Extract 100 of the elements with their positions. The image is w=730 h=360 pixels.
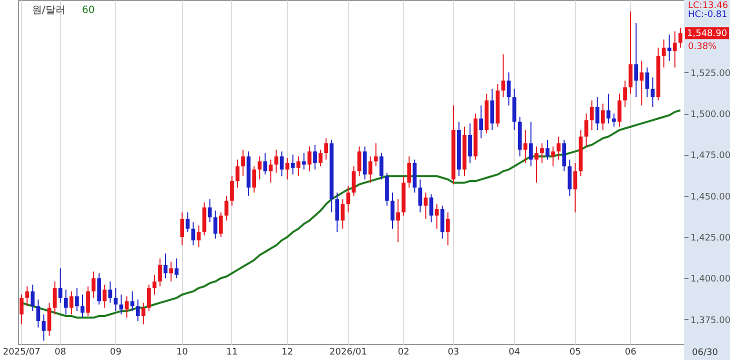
y-tick-label: 1,500.00 <box>690 110 730 120</box>
x-tick-label: 05 <box>569 348 581 358</box>
candlestick <box>534 146 538 184</box>
candlestick <box>102 284 107 308</box>
candlestick <box>296 156 300 177</box>
chart-title: 원/달러 <box>32 5 66 16</box>
candlestick <box>42 314 46 342</box>
candlestick <box>551 146 556 167</box>
candlestick <box>479 104 484 139</box>
text: LC:13.46 <box>688 1 728 11</box>
candlestick <box>191 222 196 246</box>
candlestick <box>446 212 450 246</box>
candlestick <box>290 154 295 175</box>
text: 1,548.90 <box>687 29 728 40</box>
candlestick <box>146 284 151 312</box>
candlestick <box>672 30 677 68</box>
candlestick <box>136 299 140 322</box>
candlestick <box>130 290 134 312</box>
candlestick <box>368 156 372 184</box>
x-tick-label: 08 <box>54 348 66 358</box>
candlestick <box>468 122 472 164</box>
candlestick <box>490 88 494 131</box>
candlestick <box>440 205 444 240</box>
candlestick <box>52 280 57 315</box>
candlestick <box>80 294 84 318</box>
x-tick-label: 09 <box>110 348 122 358</box>
candlestick <box>678 27 682 48</box>
x-tick-label: 06 <box>624 348 637 358</box>
x-tick-label: 04 <box>508 348 520 358</box>
candlestick <box>158 258 162 287</box>
candlestick <box>640 60 644 106</box>
candlestick <box>218 212 223 238</box>
candlestick <box>208 198 212 223</box>
candlestick <box>540 142 544 164</box>
candlestick <box>236 159 240 188</box>
candlestick <box>92 271 96 298</box>
candlestick <box>362 146 367 180</box>
y-tick-label: 1,525.00 <box>690 68 730 79</box>
x-tick-label: 02 <box>398 348 410 358</box>
candlestick <box>36 299 40 328</box>
candlestick <box>628 11 633 94</box>
candlestick <box>374 142 378 167</box>
candlestick <box>600 103 605 131</box>
candlestick <box>407 156 412 188</box>
candlestick <box>180 212 184 246</box>
candlestick <box>623 80 627 108</box>
candlestick <box>324 138 328 160</box>
candlestick <box>618 93 622 128</box>
candlestick <box>612 113 616 128</box>
candlestick <box>230 176 234 206</box>
candlestick <box>645 66 650 98</box>
candlestick <box>523 130 528 164</box>
candlestick <box>124 296 129 318</box>
text: HC:-0.81 <box>688 10 728 20</box>
candlestick <box>186 212 190 233</box>
candlestick <box>97 272 102 305</box>
candlestick <box>169 261 174 282</box>
candlestick <box>546 139 550 160</box>
candlestick <box>418 178 422 213</box>
candlestick <box>196 224 201 248</box>
y-tick-label: 1,375.00 <box>690 316 730 326</box>
x-tick-label: 2026/01 <box>330 348 367 358</box>
candlestick <box>164 252 168 279</box>
candlestick <box>562 139 566 172</box>
candlestick <box>573 162 578 213</box>
candlestick <box>252 166 256 194</box>
candlestick <box>108 280 112 304</box>
candlestick <box>224 195 228 222</box>
candlestick <box>174 258 179 279</box>
candlestick <box>86 286 90 317</box>
candlestick <box>258 156 262 180</box>
y-tick-label: 1,475.00 <box>690 151 730 162</box>
text: 06/30 <box>692 348 718 358</box>
y-tick-label: 1,400.00 <box>690 274 730 285</box>
candlestick <box>141 302 146 325</box>
candlestick <box>506 72 511 106</box>
x-tick-label: 2025/07 <box>2 348 40 358</box>
candlestick <box>568 159 572 196</box>
candlestick <box>302 152 306 170</box>
candlestick <box>241 149 245 177</box>
candlestick <box>30 284 35 312</box>
candlestick <box>634 22 638 98</box>
candlestick <box>285 158 290 180</box>
candlestick <box>595 96 600 131</box>
candlestick <box>346 185 350 213</box>
candlestick <box>213 210 218 240</box>
candlestick <box>64 289 68 315</box>
text: 0.38% <box>688 42 718 52</box>
candlestick <box>58 268 62 304</box>
candlestick <box>429 194 434 223</box>
candlestick <box>556 136 561 160</box>
candlestick <box>308 146 312 172</box>
candlestick <box>590 100 594 131</box>
candlestick <box>47 302 52 336</box>
candlestick <box>335 192 340 233</box>
x-tick-label: 10 <box>176 348 188 358</box>
candlestick <box>318 149 322 167</box>
candlestick <box>667 34 672 62</box>
candlestick <box>584 113 588 147</box>
candlestick <box>20 294 24 325</box>
